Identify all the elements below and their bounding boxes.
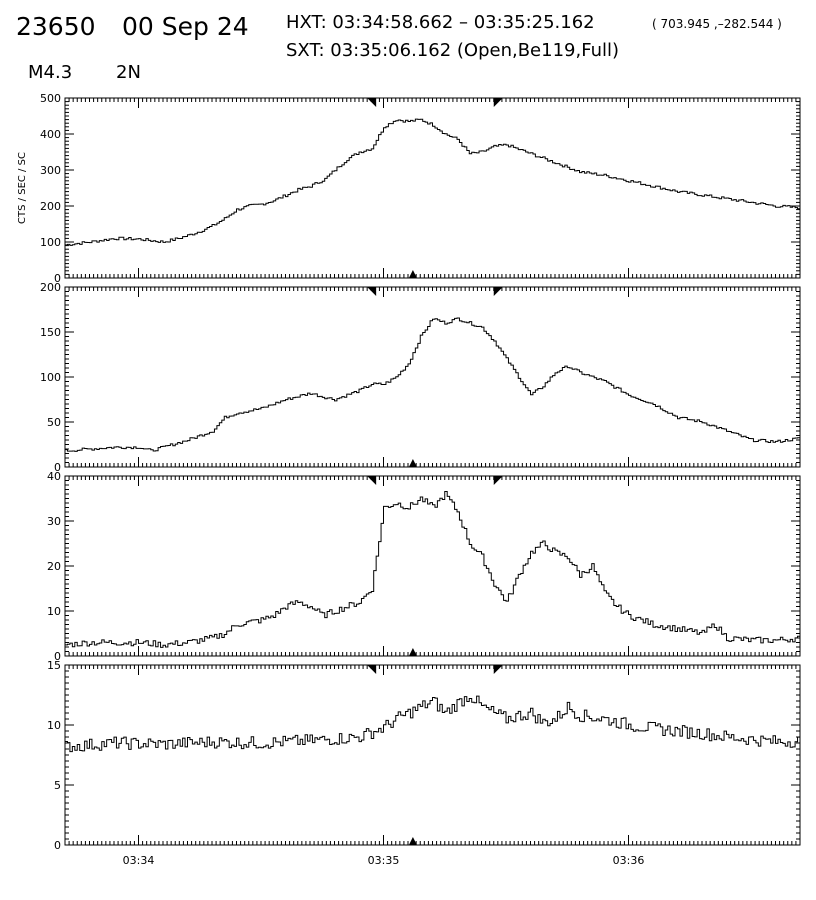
x-tick-label: 03:34 xyxy=(123,854,155,867)
sxt-marker xyxy=(408,270,417,278)
y-tick-label: 150 xyxy=(40,326,61,339)
y-tick-label: 0 xyxy=(54,839,61,852)
y-tick-label: 10 xyxy=(47,605,61,618)
y-tick-label: 15 xyxy=(47,659,61,672)
hxt-start-marker xyxy=(367,287,377,296)
y-axis-label: CTS / SEC / SC xyxy=(17,152,28,224)
hxt-start-marker xyxy=(367,665,377,674)
y-tick-label: 300 xyxy=(40,164,61,177)
y-tick-label: 0 xyxy=(54,461,61,474)
y-tick-label: 100 xyxy=(40,236,61,249)
hxt-end-marker xyxy=(493,476,503,485)
flare-location: 2N xyxy=(116,62,141,83)
y-tick-label: 500 xyxy=(40,92,61,105)
y-tick-label: 40 xyxy=(47,470,61,483)
y-tick-label: 0 xyxy=(54,272,61,285)
hxt-end-marker xyxy=(493,665,503,674)
event-id: 23650 xyxy=(16,12,96,41)
sxt-marker xyxy=(408,648,417,656)
hxt-interval: HXT: 03:34:58.662 – 03:35:25.162 xyxy=(286,12,595,33)
panel-3-series xyxy=(65,491,800,648)
y-tick-label: 400 xyxy=(40,128,61,141)
event-date: 00 Sep 24 xyxy=(122,12,249,41)
panel-1-series xyxy=(65,118,800,246)
position-readout: ( 703.945 ,–282.544 ) xyxy=(652,17,782,31)
panel-2-frame xyxy=(64,286,801,468)
sxt-marker xyxy=(408,459,417,467)
x-tick-label: 03:35 xyxy=(368,854,400,867)
y-tick-label: 20 xyxy=(47,560,61,573)
y-tick-label: 5 xyxy=(54,779,61,792)
hxt-start-marker xyxy=(367,98,377,107)
y-tick-label: 50 xyxy=(47,416,61,429)
y-tick-label: 200 xyxy=(40,281,61,294)
panel-4-frame xyxy=(64,664,801,846)
panel-2-series xyxy=(65,317,800,452)
y-tick-label: 30 xyxy=(47,515,61,528)
y-tick-label: 10 xyxy=(47,719,61,732)
panel-4-series xyxy=(65,695,800,753)
x-tick-label: 03:36 xyxy=(613,854,645,867)
y-tick-label: 0 xyxy=(54,650,61,663)
hxt-end-marker xyxy=(493,98,503,107)
sxt-time: SXT: 03:35:06.162 (Open,Be119,Full) xyxy=(286,40,620,61)
y-tick-label: 200 xyxy=(40,200,61,213)
flare-class: M4.3 xyxy=(28,62,73,83)
hxt-end-marker xyxy=(493,287,503,296)
y-tick-label: 100 xyxy=(40,371,61,384)
sxt-marker xyxy=(408,837,417,845)
hxt-start-marker xyxy=(367,476,377,485)
